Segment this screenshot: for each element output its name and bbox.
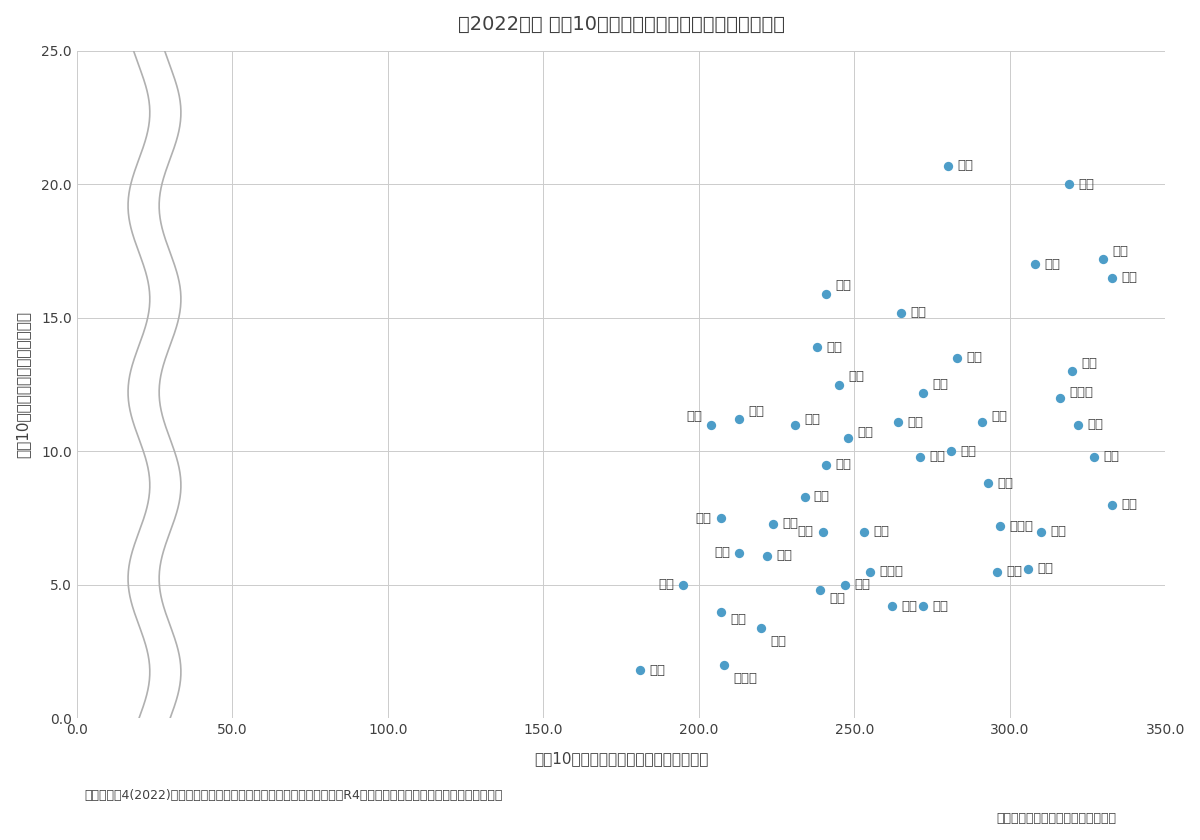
Point: [991, 519, 1010, 533]
Point: [882, 600, 901, 613]
Text: 愛知: 愛知: [829, 591, 846, 605]
Text: 大阪: 大阪: [1007, 565, 1022, 578]
Text: 岡山: 岡山: [1081, 357, 1097, 370]
Point: [808, 340, 827, 354]
Point: [839, 431, 858, 444]
Text: 秋田: 秋田: [827, 341, 842, 354]
Text: 福岡: 福岡: [1050, 525, 1067, 538]
Point: [910, 450, 929, 464]
Text: 滋賀: 滋賀: [814, 491, 830, 503]
Point: [941, 444, 960, 458]
Text: 愛媛: 愛媛: [960, 445, 976, 458]
Point: [764, 517, 784, 530]
Point: [860, 564, 880, 578]
Text: 佐賀: 佐賀: [966, 351, 983, 365]
Point: [710, 605, 730, 618]
Point: [702, 418, 721, 432]
Point: [913, 600, 932, 613]
Point: [1093, 252, 1112, 265]
Text: 石川: 石川: [956, 159, 973, 172]
Y-axis label: 人口10万人あたりの医学部定員数: 人口10万人あたりの医学部定員数: [14, 311, 30, 458]
Text: 参照：令和4(2022)年医師・歯科医師・薬剤師統計の概況（厚労省）、R4年度大学別医学部入学定員一覧（文科省）: 参照：令和4(2022)年医師・歯科医師・薬剤師統計の概況（厚労省）、R4年度大…: [84, 790, 503, 802]
Point: [730, 546, 749, 559]
Text: 青森: 青森: [749, 405, 764, 417]
Title: 【2022年】 人口10万人あたりの医師数と医学部定員数: 【2022年】 人口10万人あたりの医師数と医学部定員数: [457, 15, 785, 34]
Text: 兵庫: 兵庫: [932, 600, 948, 613]
Point: [730, 412, 749, 426]
Text: 高知: 高知: [1112, 244, 1128, 258]
Text: 熊本: 熊本: [1038, 563, 1054, 575]
Point: [714, 659, 733, 672]
Point: [1019, 562, 1038, 575]
Point: [888, 415, 907, 428]
Text: 福井: 福井: [911, 306, 926, 319]
Text: 大分: 大分: [991, 410, 1007, 423]
Point: [892, 306, 911, 319]
Point: [1025, 258, 1044, 271]
Point: [794, 490, 814, 503]
Point: [1062, 365, 1081, 378]
Text: 静岡: 静岡: [770, 634, 786, 648]
Point: [1103, 498, 1122, 512]
Point: [978, 477, 997, 491]
Text: 奈良: 奈良: [997, 477, 1013, 490]
Point: [913, 386, 932, 399]
Text: 新潟: 新潟: [714, 546, 730, 559]
Point: [988, 564, 1007, 578]
Point: [1103, 271, 1122, 285]
Text: 山梨: 山梨: [835, 280, 852, 292]
Text: 徳島: 徳島: [1122, 271, 1138, 284]
Point: [817, 458, 836, 471]
Text: 宮城: 宮城: [835, 459, 852, 471]
Text: 医療ガバナンス研究所　山下えりか: 医療ガバナンス研究所 山下えりか: [996, 812, 1116, 825]
Point: [710, 512, 730, 525]
Point: [630, 664, 649, 677]
Text: 長野: 長野: [854, 579, 870, 591]
Text: 千葉: 千葉: [730, 613, 746, 626]
Text: 沖縄: 沖縄: [872, 525, 889, 538]
Text: 岐阜: 岐阜: [776, 549, 792, 562]
Text: 京都: 京都: [1122, 498, 1138, 512]
Text: 鳥取: 鳥取: [1079, 178, 1094, 191]
Text: 山口: 山口: [929, 450, 944, 463]
Point: [947, 351, 966, 365]
Text: 神奈川: 神奈川: [733, 672, 757, 685]
Text: 岩手: 岩手: [686, 410, 702, 423]
Text: 鹿児島: 鹿児島: [1009, 520, 1033, 533]
Point: [829, 378, 848, 391]
Text: 福島: 福島: [695, 512, 712, 525]
Point: [1060, 177, 1079, 191]
Text: 茨城: 茨城: [658, 579, 674, 591]
Point: [757, 549, 776, 562]
Point: [854, 525, 874, 538]
Point: [817, 287, 836, 301]
X-axis label: 人口10万人あたりの医療施設従事医師数: 人口10万人あたりの医療施設従事医師数: [534, 751, 708, 766]
Text: 和歌山: 和歌山: [1069, 386, 1093, 399]
Text: 三重: 三重: [798, 525, 814, 538]
Point: [938, 159, 958, 172]
Text: 富山: 富山: [907, 416, 923, 428]
Text: 長崎: 長崎: [1103, 450, 1120, 463]
Point: [972, 415, 991, 428]
Text: 香川: 香川: [932, 378, 948, 391]
Text: 広島: 広島: [901, 600, 917, 613]
Point: [1069, 418, 1088, 432]
Point: [673, 578, 692, 591]
Text: 島根: 島根: [1044, 258, 1060, 271]
Point: [810, 584, 829, 597]
Point: [786, 418, 805, 432]
Text: 埼玉: 埼玉: [649, 664, 665, 677]
Point: [835, 578, 854, 591]
Text: 宮崎: 宮崎: [857, 426, 874, 439]
Point: [814, 525, 833, 538]
Text: 北海道: 北海道: [880, 565, 904, 578]
Point: [751, 621, 770, 634]
Text: 群馬: 群馬: [782, 517, 799, 530]
Point: [1031, 525, 1050, 538]
Point: [1050, 391, 1069, 405]
Text: 山形: 山形: [804, 412, 821, 426]
Text: 東京: 東京: [1087, 418, 1104, 431]
Text: 栃木: 栃木: [848, 370, 864, 383]
Point: [1084, 450, 1103, 464]
